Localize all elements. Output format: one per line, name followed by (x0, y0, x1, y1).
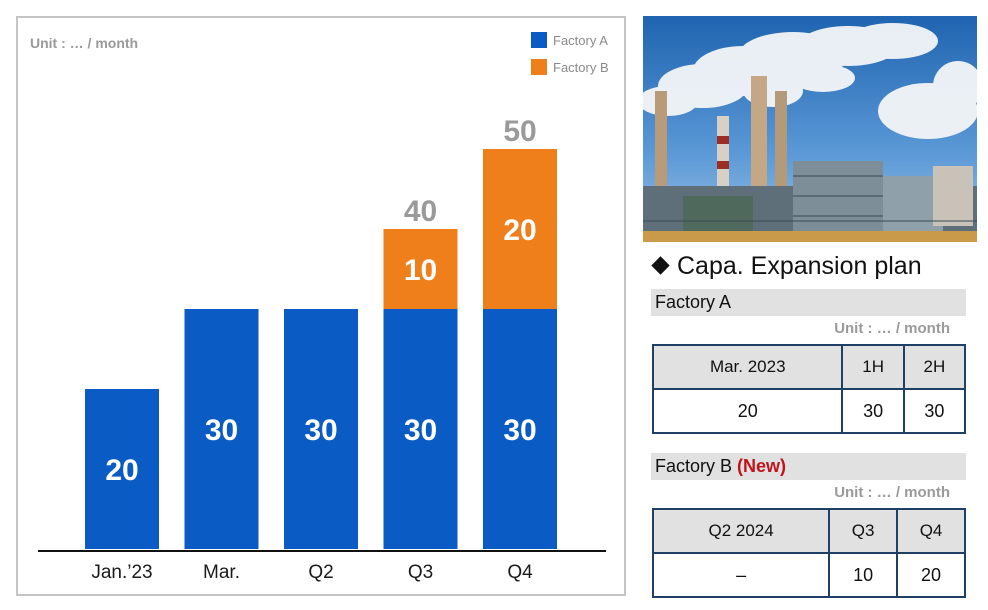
total-label: 50 (503, 115, 536, 148)
bar-factory-a-3 (284, 309, 358, 549)
table-header-cell: Q4 (896, 508, 966, 554)
bar-factory-b-4 (383, 229, 458, 309)
bar-factory-a-4 (383, 309, 458, 549)
total-label: 40 (404, 195, 437, 228)
legend-label-1: Factory A (553, 33, 608, 48)
table-row: – 10 20 (651, 552, 966, 598)
table-header-cell: 2H (902, 344, 967, 390)
x-tick-label: Q3 (408, 562, 433, 583)
x-tick-label: Q2 (308, 562, 333, 583)
legend-swatch-1 (531, 32, 547, 48)
table-row: 20 30 30 (651, 388, 967, 434)
table-header-cell: Mar. 2023 (651, 344, 844, 390)
table-header-cell: Q3 (828, 508, 899, 554)
stacked-bar-chart: Unit : … / month Factory A Factory B 20 Jan.… (30, 32, 609, 583)
table-cell: 30 (841, 388, 905, 434)
chart-panel: Unit : … / month Factory A Factory B 20 Jan.… (16, 16, 626, 596)
bar-value-label: 20 (503, 214, 536, 247)
factory-a-header: Factory A (651, 289, 966, 316)
bar-value-label: 30 (304, 414, 337, 447)
table-cell: – (651, 552, 831, 598)
table-header-row: Mar. 2023 1H 2H (651, 344, 967, 390)
x-tick-label: Jan.’23 (91, 562, 152, 583)
bar-value-label: 30 (404, 414, 437, 447)
factory-a-unit: Unit : … / month (834, 320, 950, 337)
bar-factory-a-1 (85, 389, 159, 549)
legend-swatch-2 (531, 59, 547, 75)
x-tick-label: Mar. (203, 562, 240, 583)
bar-value-label: 30 (205, 414, 238, 447)
table-cell: 20 (896, 552, 966, 598)
new-tag: (New) (737, 456, 787, 476)
bar-value-label: 30 (503, 414, 536, 447)
unit-label: Unit : … / month (30, 35, 138, 51)
table-header-cell: 1H (841, 344, 905, 390)
factory-b-unit: Unit : … / month (834, 484, 950, 501)
factory-a-table: Mar. 2023 1H 2H 20 30 30 (651, 344, 967, 434)
factory-b-header: Factory B (New) (651, 453, 966, 480)
factory-b-label: Factory B (655, 456, 733, 476)
bar-value-label: 20 (105, 454, 138, 487)
diamond-bullet-icon (651, 256, 670, 276)
factory-b-table: Q2 2024 Q3 Q4 – 10 20 (651, 508, 966, 598)
plan-title: Capa. Expansion plan (650, 252, 922, 281)
table-cell: 10 (828, 552, 899, 598)
bar-factory-a-5 (483, 309, 557, 549)
plan-title-text: Capa. Expansion plan (677, 252, 922, 280)
table-header-row: Q2 2024 Q3 Q4 (651, 508, 966, 554)
table-cell: 20 (651, 388, 844, 434)
x-tick-label: Q4 (507, 562, 533, 583)
table-cell: 30 (902, 388, 967, 434)
table-header-cell: Q2 2024 (651, 508, 831, 554)
bar-factory-a-2 (184, 309, 259, 549)
bar-factory-b-5 (483, 149, 557, 309)
factory-photo (643, 16, 977, 242)
factory-a-label: Factory A (655, 292, 732, 312)
bar-value-label: 10 (404, 254, 437, 287)
legend-label-2: Factory B (553, 60, 609, 75)
